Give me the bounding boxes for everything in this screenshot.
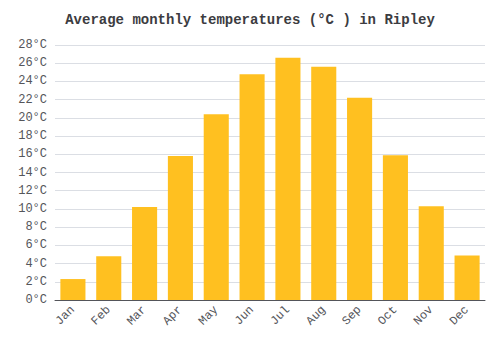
svg-text:Aug: Aug <box>304 303 329 328</box>
svg-text:Average monthly temperatures (: Average monthly temperatures (°C ) in Ri… <box>65 12 435 28</box>
svg-text:10°C: 10°C <box>18 202 47 216</box>
svg-text:26°C: 26°C <box>18 56 47 70</box>
svg-text:22°C: 22°C <box>18 93 47 107</box>
svg-text:Jul: Jul <box>268 303 293 328</box>
svg-text:28°C: 28°C <box>18 38 47 52</box>
svg-text:12°C: 12°C <box>18 184 47 198</box>
svg-text:Apr: Apr <box>160 303 185 328</box>
svg-text:18°C: 18°C <box>18 129 47 143</box>
svg-text:2°C: 2°C <box>25 275 47 289</box>
svg-text:24°C: 24°C <box>18 74 47 88</box>
svg-text:Jan: Jan <box>53 303 78 328</box>
svg-text:Jun: Jun <box>232 303 257 328</box>
svg-text:6°C: 6°C <box>25 238 47 252</box>
svg-text:16°C: 16°C <box>18 147 47 161</box>
svg-text:May: May <box>196 303 221 328</box>
svg-text:Nov: Nov <box>411 303 436 328</box>
svg-text:20°C: 20°C <box>18 111 47 125</box>
svg-text:Oct: Oct <box>375 303 400 328</box>
svg-text:4°C: 4°C <box>25 257 47 271</box>
svg-text:14°C: 14°C <box>18 166 47 180</box>
svg-text:0°C: 0°C <box>25 293 47 307</box>
svg-text:Feb: Feb <box>89 303 114 328</box>
svg-text:Dec: Dec <box>447 303 472 328</box>
svg-text:Sep: Sep <box>339 303 364 328</box>
svg-text:Mar: Mar <box>124 303 149 328</box>
svg-text:8°C: 8°C <box>25 220 47 234</box>
